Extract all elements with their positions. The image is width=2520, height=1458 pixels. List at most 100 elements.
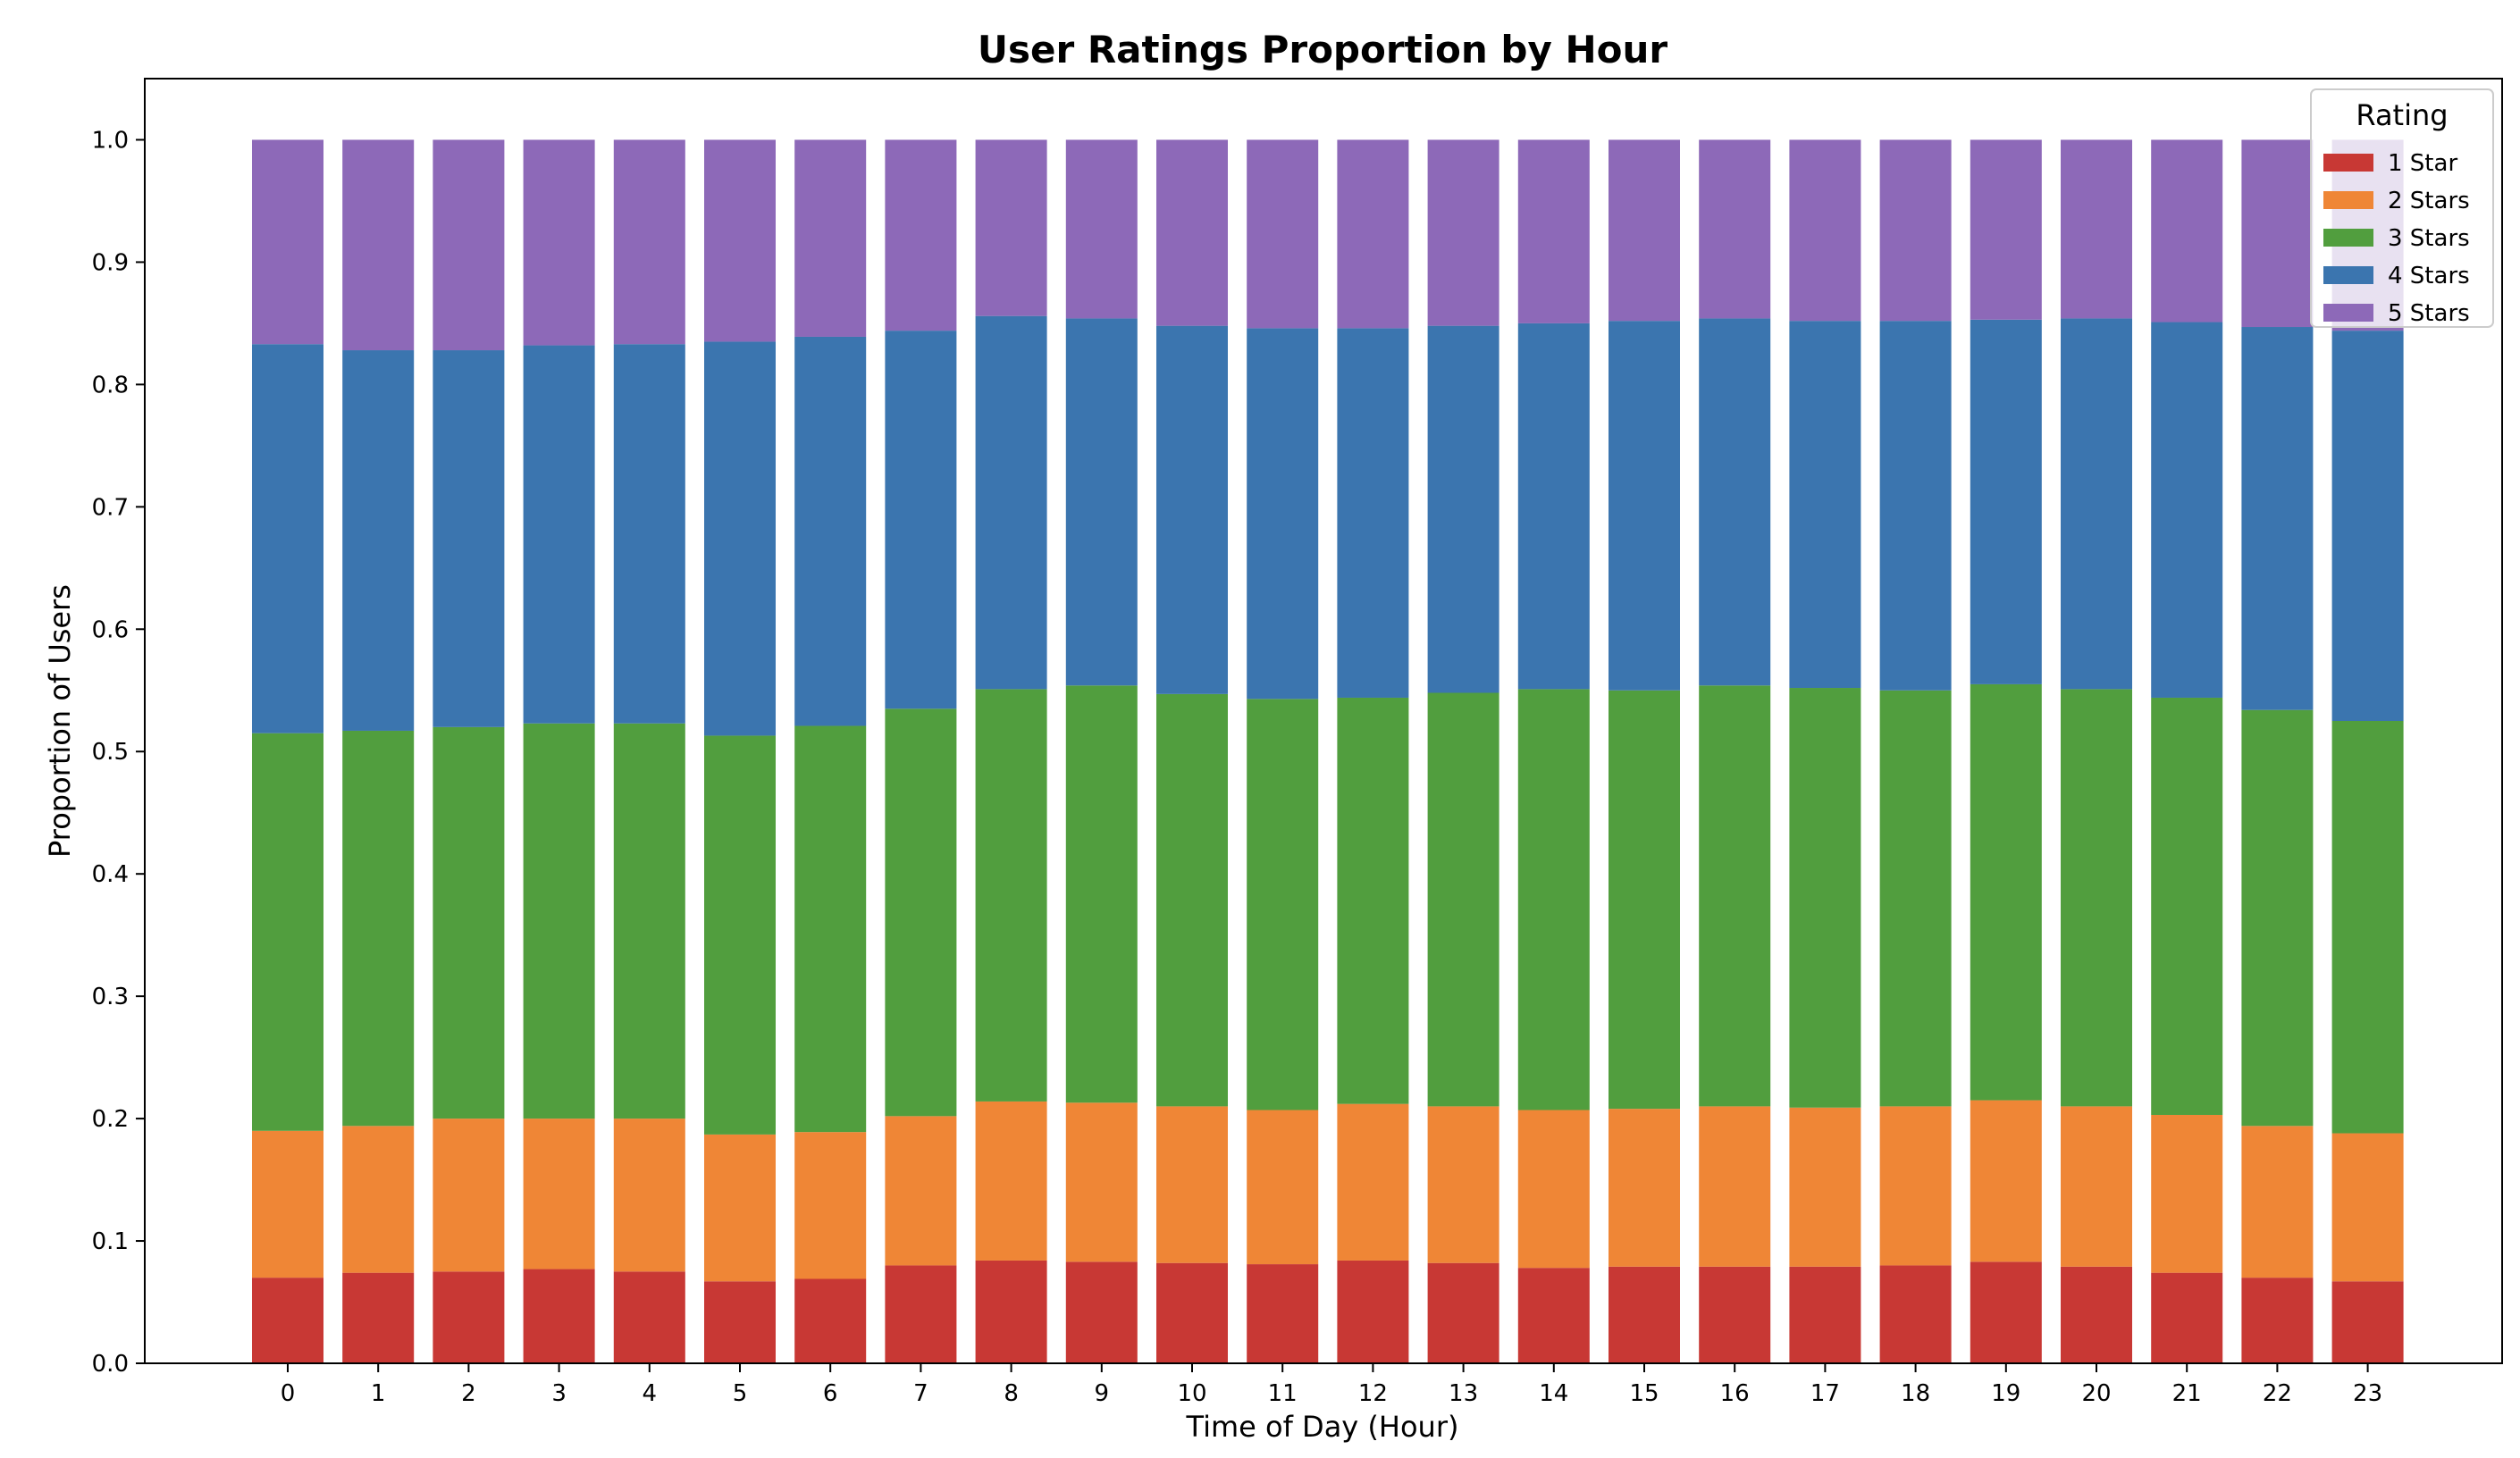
plot-frame: [144, 78, 2503, 1364]
x-tick-label: 4: [643, 1380, 658, 1407]
bar-4-stars-hour-22: [2241, 327, 2314, 710]
bar-4-stars-hour-15: [1609, 321, 1680, 691]
legend-swatch-1-star: [2323, 154, 2373, 172]
bar-1-star-hour-2: [433, 1271, 505, 1363]
bar-3-stars-hour-8: [975, 689, 1047, 1102]
x-tick-label: 11: [1268, 1380, 1298, 1407]
bar-2-stars-hour-18: [1879, 1106, 1952, 1266]
bar-4-stars-hour-1: [342, 350, 415, 731]
bar-5-stars-hour-4: [613, 139, 685, 345]
x-tick-label: 23: [2353, 1380, 2382, 1407]
bar-4-stars-hour-19: [1970, 319, 2042, 684]
bar-1-star-hour-9: [1065, 1261, 1138, 1363]
bar-3-stars-hour-13: [1427, 692, 1499, 1107]
bar-3-stars-hour-15: [1609, 690, 1680, 1110]
bar-5-stars-hour-16: [1699, 139, 1771, 319]
bar-4-stars-hour-3: [523, 345, 595, 724]
legend-label-1-star: 1 Star: [2388, 150, 2457, 177]
bar-2-stars-hour-11: [1247, 1110, 1319, 1265]
bar-4-stars-hour-17: [1789, 321, 1861, 689]
y-tick-label: 0.0: [92, 1351, 129, 1378]
bar-2-stars-hour-13: [1427, 1106, 1499, 1263]
y-axis: 0.0 0.1 0.2 0.3 0.4 0.5 0.6 0.7 0.8 0.9 1.0: [92, 127, 145, 1378]
bar-3-stars-hour-5: [704, 735, 776, 1135]
bar-2-stars-hour-19: [1970, 1100, 2042, 1262]
bar-5-stars-hour-17: [1789, 139, 1861, 322]
bar-3-stars-hour-21: [2151, 697, 2223, 1115]
bar-5-stars-hour-11: [1247, 139, 1319, 329]
bar-1-star-hour-23: [2331, 1281, 2404, 1363]
bar-2-stars-hour-3: [523, 1119, 595, 1269]
bar-3-stars-hour-11: [1247, 699, 1319, 1110]
y-tick-label: 0.4: [92, 861, 129, 888]
y-tick-label: 0.8: [92, 372, 129, 398]
bar-3-stars-hour-22: [2241, 709, 2314, 1127]
bar-4-stars-hour-13: [1427, 325, 1499, 693]
bar-1-star-hour-19: [1970, 1261, 2042, 1363]
bar-4-stars-hour-2: [433, 350, 505, 727]
bar-4-stars-hour-8: [975, 315, 1047, 690]
bar-4-stars-hour-12: [1337, 328, 1409, 698]
bar-2-stars-hour-23: [2331, 1133, 2404, 1282]
x-tick-label: 0: [281, 1380, 296, 1407]
legend-swatch-5-stars: [2323, 304, 2373, 322]
x-axis-label: Time of Day (Hour): [1186, 1410, 1459, 1444]
bar-4-stars-hour-20: [2061, 318, 2132, 690]
bar-1-star-hour-1: [342, 1272, 415, 1363]
bar-5-stars-hour-12: [1337, 139, 1409, 329]
x-tick-label: 20: [2081, 1380, 2111, 1407]
y-tick-label: 0.1: [92, 1228, 129, 1255]
bar-4-stars-hour-16: [1699, 318, 1771, 686]
bar-5-stars-hour-9: [1065, 139, 1138, 319]
bar-1-star-hour-7: [885, 1265, 957, 1363]
bar-1-star-hour-8: [975, 1260, 1047, 1363]
bar-5-stars-hour-5: [704, 139, 776, 342]
bar-3-stars-hour-10: [1156, 693, 1228, 1107]
bar-1-star-hour-18: [1879, 1265, 1952, 1363]
bar-2-stars-hour-2: [433, 1119, 505, 1272]
bar-3-stars-hour-0: [252, 733, 323, 1131]
x-tick-label: 21: [2172, 1380, 2202, 1407]
bar-4-stars-hour-23: [2331, 331, 2404, 721]
bar-5-stars-hour-8: [975, 139, 1047, 316]
bar-4-stars-hour-18: [1879, 321, 1952, 691]
bar-5-stars-hour-2: [433, 139, 505, 351]
x-tick-label: 17: [1810, 1380, 1840, 1407]
bar-1-star-hour-10: [1156, 1262, 1228, 1363]
bar-2-stars-hour-9: [1065, 1102, 1138, 1262]
y-tick-label: 0.6: [92, 616, 129, 643]
y-tick-label: 0.3: [92, 984, 129, 1010]
bar-5-stars-hour-22: [2241, 139, 2314, 328]
bar-1-star-hour-11: [1247, 1264, 1319, 1363]
bar-1-star-hour-16: [1699, 1266, 1771, 1363]
bar-1-star-hour-12: [1337, 1260, 1409, 1363]
bar-1-star-hour-0: [252, 1278, 323, 1363]
bar-3-stars-hour-18: [1879, 690, 1952, 1107]
bars-layer: [252, 139, 2404, 1363]
x-tick-label: 16: [1720, 1380, 1750, 1407]
legend-swatch-3-stars: [2323, 229, 2373, 247]
bar-5-stars-hour-10: [1156, 139, 1228, 326]
bar-1-star-hour-13: [1427, 1262, 1499, 1363]
x-tick-label: 22: [2263, 1380, 2292, 1407]
bar-5-stars-hour-7: [885, 139, 957, 331]
bar-2-stars-hour-5: [704, 1134, 776, 1282]
x-tick-label: 19: [1991, 1380, 2020, 1407]
bar-3-stars-hour-23: [2331, 721, 2404, 1134]
bar-3-stars-hour-4: [613, 723, 685, 1119]
bar-5-stars-hour-1: [342, 139, 415, 351]
bar-5-stars-hour-15: [1609, 139, 1680, 322]
chart-title: User Ratings Proportion by Hour: [978, 28, 1667, 71]
bar-4-stars-hour-11: [1247, 328, 1319, 700]
bar-3-stars-hour-14: [1517, 689, 1590, 1110]
bar-1-star-hour-22: [2241, 1278, 2314, 1363]
legend-title: Rating: [2356, 98, 2448, 132]
bar-1-star-hour-6: [794, 1278, 867, 1363]
y-tick-label: 0.9: [92, 249, 129, 276]
bar-5-stars-hour-13: [1427, 139, 1499, 326]
bar-3-stars-hour-2: [433, 726, 505, 1119]
bar-4-stars-hour-7: [885, 331, 957, 709]
bar-1-star-hour-14: [1517, 1268, 1590, 1363]
